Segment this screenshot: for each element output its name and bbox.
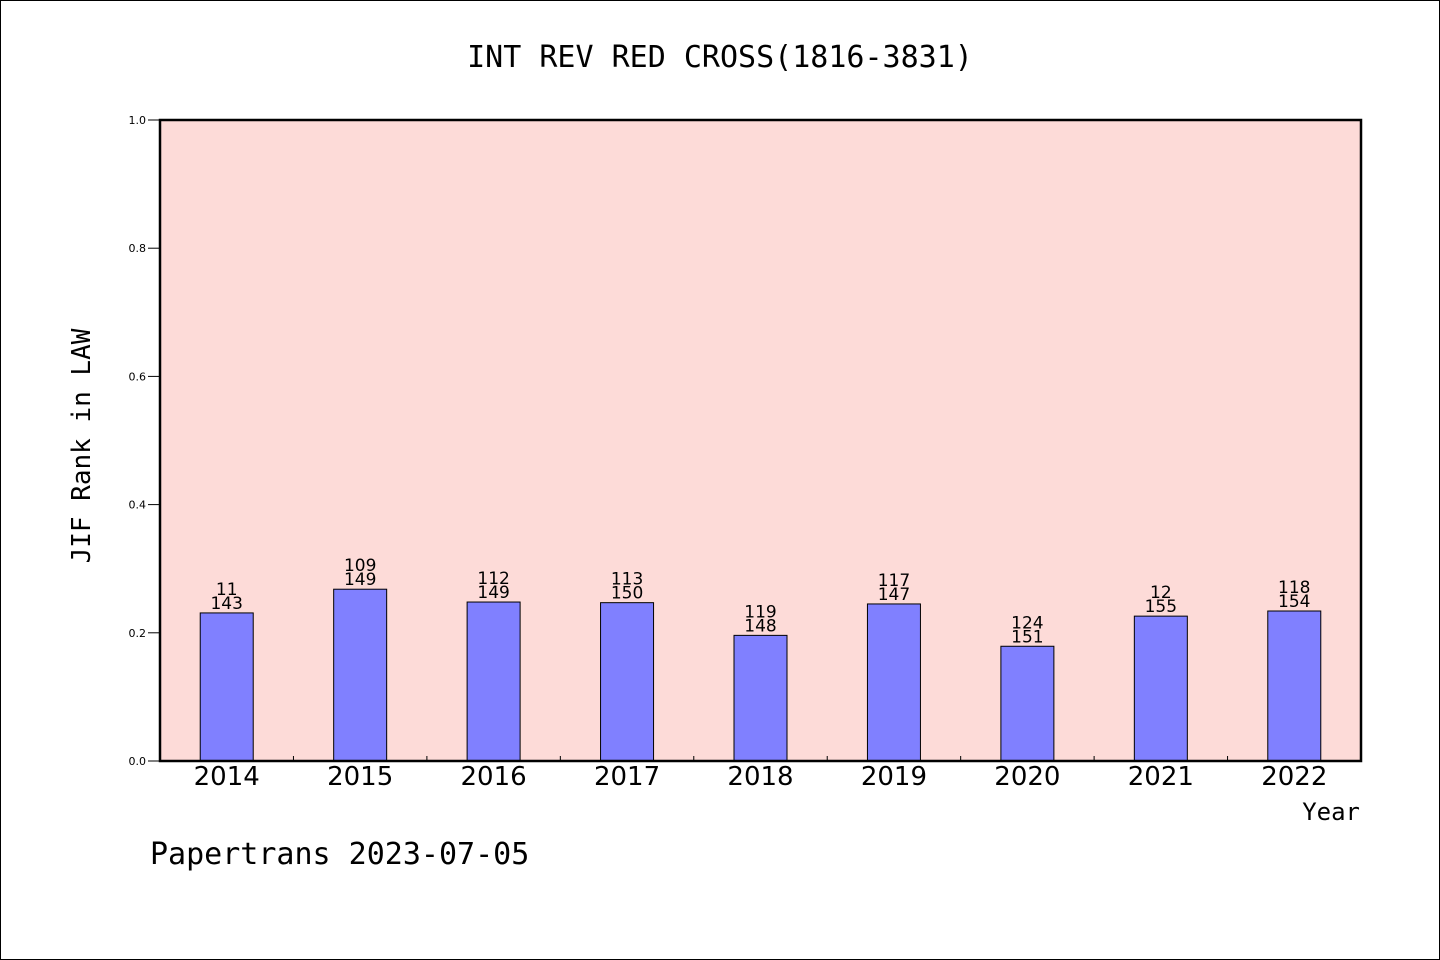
bar-2019 [866,603,921,762]
bar-2020 [1000,645,1055,762]
x-tick-label-2022: 2022 [1261,762,1327,792]
rank-label-2019: 117 [878,571,910,591]
rank-label-2014: 11 [216,580,238,600]
total-label-2017: 150 [611,584,643,604]
bars-group [199,588,1322,762]
watermark: Papertrans 2023-07-05 [150,837,529,872]
total-label-2019: 147 [878,585,910,605]
total-label-2022: 154 [1278,592,1310,612]
x-tick-label-2018: 2018 [727,762,793,792]
x-tick-label-2019: 2019 [861,762,927,792]
y-tick-label-1.0: 1.0 [129,114,147,127]
rank-label-2016: 112 [477,569,509,589]
bar-2021 [1133,615,1188,762]
rank-label-2018: 119 [744,602,776,622]
bar-2016 [466,601,521,762]
total-label-2015: 149 [344,570,376,590]
rank-label-2015: 109 [344,556,376,576]
rank-label-2017: 113 [611,570,643,590]
total-label-2014: 143 [210,594,242,614]
y-tick-label-0.2: 0.2 [129,627,147,640]
x-tick-label-2020: 2020 [994,762,1060,792]
total-label-2020: 151 [1011,627,1043,647]
y-tick-label-0.8: 0.8 [129,242,147,255]
x-axis-label: Year [1302,798,1360,826]
x-tick-label-2017: 2017 [594,762,660,792]
rank-label-2020: 124 [1011,613,1043,633]
bar-2022 [1267,610,1322,762]
y-tick-label-0.4: 0.4 [129,499,147,512]
y-axis-label: JIF Rank in LAW [67,328,97,563]
bar-2014 [199,612,254,762]
y-axis: 0.0 0.2 0.4 0.6 0.8 1.0 [129,114,160,768]
y-tick-label-0.0: 0.0 [129,755,147,768]
rank-label-2021: 12 [1150,583,1172,603]
x-tick-label-2015: 2015 [327,762,393,792]
x-tick-label-2016: 2016 [461,762,527,792]
bar-2018 [733,634,788,762]
bar-2015 [333,588,388,762]
total-label-2018: 148 [744,616,776,636]
total-label-2021: 155 [1145,597,1177,617]
rank-label-2022: 118 [1278,578,1310,598]
chart-title: INT REV RED CROSS(1816-3831) [467,40,973,75]
total-label-2016: 149 [477,583,509,603]
bar-2017 [600,602,655,762]
x-tick-label-2021: 2021 [1128,762,1194,792]
y-tick-label-0.6: 0.6 [129,370,147,383]
plot-border [158,118,1363,763]
x-tick-label-2014: 2014 [194,762,260,792]
x-axis: 2014 2015 2016 2017 2018 2019 2020 2021 2022 [194,756,1327,792]
